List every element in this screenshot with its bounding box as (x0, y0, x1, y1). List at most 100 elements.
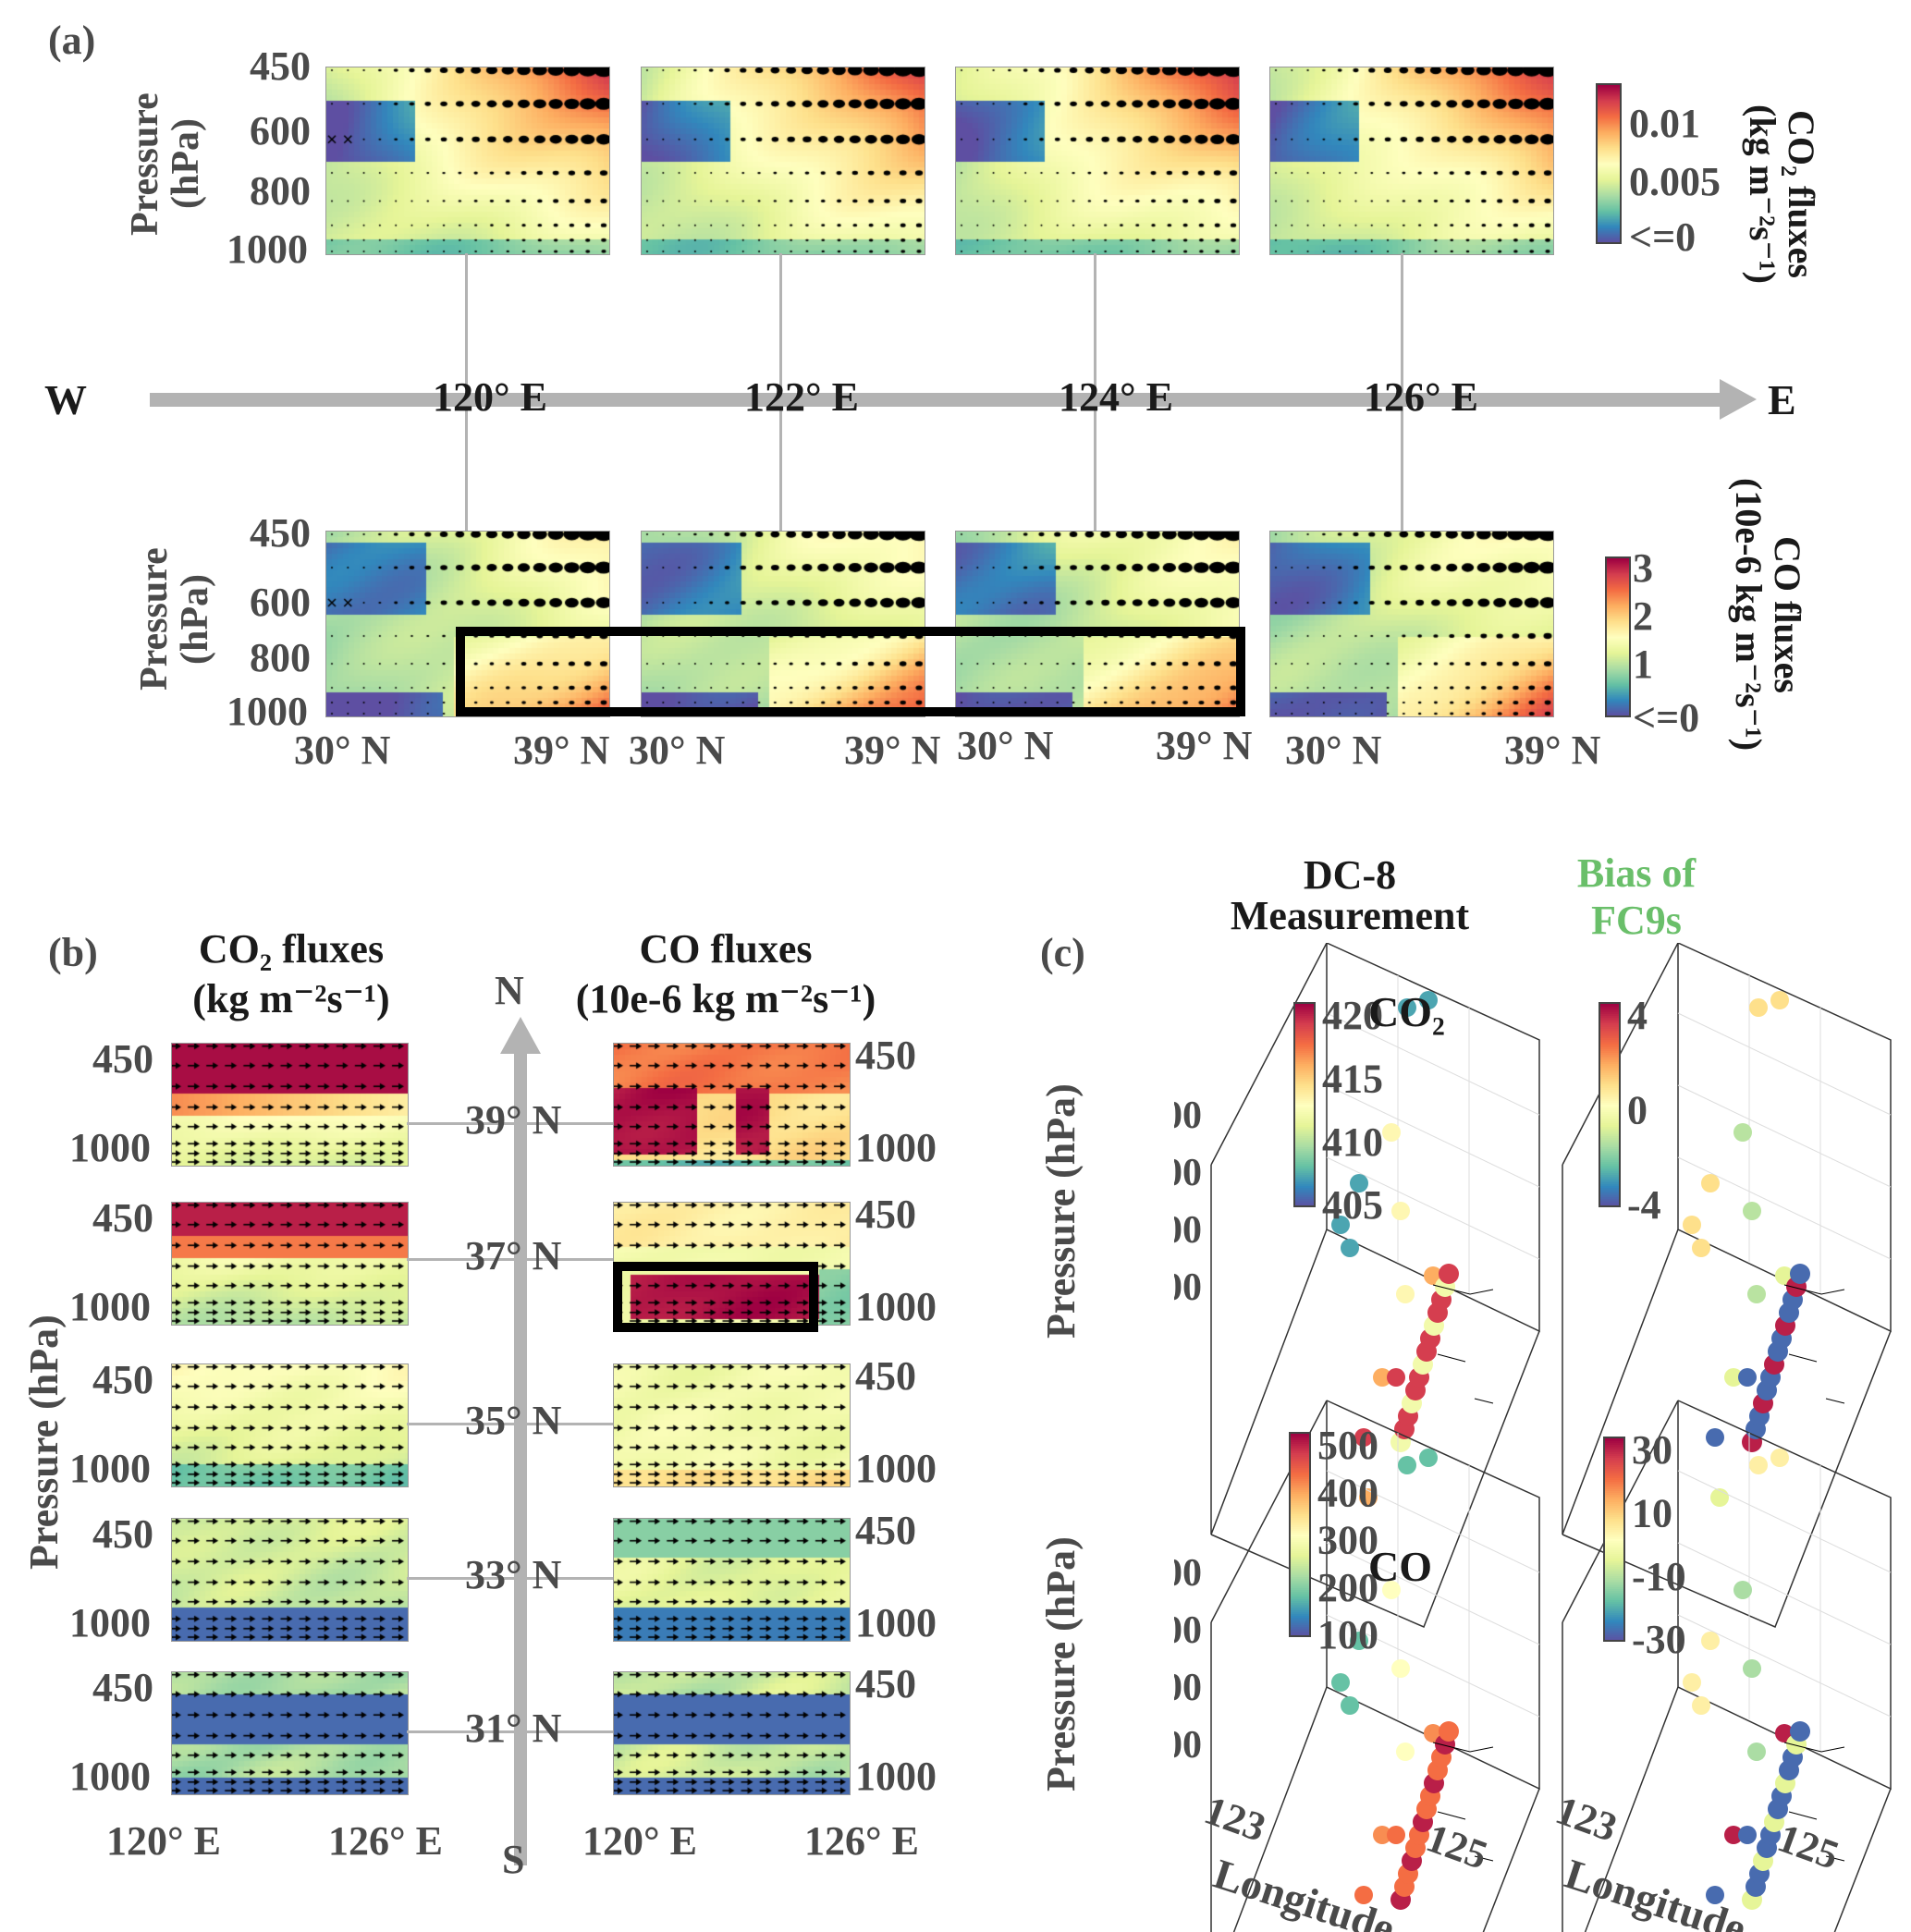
colorbar-band (1290, 1477, 1310, 1479)
colorbar-band (1599, 1045, 1620, 1047)
a-bot-cbar-tick-2: 2 (1633, 593, 1653, 639)
colorbar-band (1599, 1060, 1620, 1062)
coastline (1432, 1742, 1494, 1862)
colorbar-band (1599, 1016, 1620, 1018)
colorbar-band (1294, 1155, 1315, 1156)
colorbar-band (1599, 1075, 1620, 1077)
b-right-title-line2: (10e-6 kg m⁻²s⁻¹) (575, 976, 876, 1021)
colorbar-band (1294, 1142, 1315, 1143)
colorbar-frame (1603, 1437, 1625, 1642)
colorbar-band (1599, 1099, 1620, 1101)
colorbar-band (1604, 1493, 1624, 1495)
colorbar-band (1599, 1094, 1620, 1095)
colorbar-band (1599, 1193, 1620, 1195)
colorbar-band (1599, 1081, 1620, 1082)
lat-connector (407, 1577, 613, 1580)
colorbar-band (1290, 1555, 1310, 1557)
colorbar-band (1290, 1627, 1310, 1629)
colorbar-band (1290, 1479, 1310, 1481)
colorbar-band (1604, 1550, 1624, 1552)
colorbar-band (1599, 1084, 1620, 1086)
flight-track-point (1341, 1239, 1359, 1257)
colorbar-band (1604, 1571, 1624, 1572)
flight-track-point (1738, 1368, 1757, 1387)
b-left-ytick-450: 450 (92, 1195, 153, 1241)
connector-124E (1094, 253, 1096, 531)
colorbar-band (1290, 1461, 1310, 1462)
colorbar-band (1599, 1055, 1620, 1057)
colorbar-band (1290, 1581, 1310, 1583)
colorbar-band (1604, 1471, 1624, 1473)
flight-track-point (1387, 1826, 1405, 1844)
colorbar-band (1599, 1188, 1620, 1190)
colorbar-band (1599, 1064, 1620, 1066)
colorbar-band (1604, 1615, 1624, 1617)
colorbar-band (1604, 1534, 1624, 1535)
colorbar-band (1290, 1505, 1310, 1507)
panel-a-top-ylabel: Pressure (hPa) (124, 88, 207, 240)
colorbar-band (1290, 1538, 1310, 1540)
colorbar-band (1599, 1147, 1620, 1149)
a-bot-cbar-title: CO fluxes (10e-6 kg m⁻²s⁻¹) (1728, 462, 1808, 767)
colorbar-band (1290, 1610, 1310, 1612)
lon-label-120E: 120° E (433, 374, 547, 420)
colorbar-band (1294, 1014, 1315, 1016)
a-xtick-30N-1: 30° N (294, 728, 391, 773)
colorbar-band (1294, 1166, 1315, 1168)
colorbar-band (1290, 1510, 1310, 1512)
colorbar-band (1294, 1049, 1315, 1051)
colorbar-band (1294, 1112, 1315, 1114)
colorbar-band (1604, 1489, 1624, 1491)
colorbar-band (1604, 1565, 1624, 1567)
colorbar-band (1599, 1027, 1620, 1029)
colorbar-band (1294, 1081, 1315, 1082)
colorbar-band (1604, 1630, 1624, 1632)
north-arrowhead-icon (500, 1017, 541, 1054)
colorbar-band (1294, 1125, 1315, 1127)
colorbar-band (1290, 1586, 1310, 1588)
b-right-ytick-1000: 1000 (855, 1125, 937, 1170)
colorbar-band (1599, 1086, 1620, 1088)
axes-edge (1210, 1622, 1328, 1932)
lat-connector (407, 1122, 613, 1125)
colorbar-band (1604, 1463, 1624, 1465)
colorbar-band (1294, 1131, 1315, 1132)
b-right-title-line1: CO fluxes (639, 926, 813, 972)
colorbar-band (1604, 1450, 1624, 1452)
colorbar-band (1599, 1092, 1620, 1094)
z-tick: 800 (1174, 1667, 1202, 1709)
colorbar-band (1294, 1055, 1315, 1057)
colorbar-band (1294, 1143, 1315, 1145)
panel-b-label: (b) (48, 930, 98, 975)
flight-track-point (1749, 1456, 1768, 1474)
colorbar-band (1604, 1608, 1624, 1609)
colorbar-band (1294, 1192, 1315, 1193)
west-east-arrow (150, 393, 1726, 407)
b-left-ytick-450: 450 (92, 1357, 153, 1402)
gridline (1677, 1542, 1892, 1645)
colorbar-band (1290, 1570, 1310, 1571)
flight-track-point (1419, 1449, 1438, 1467)
b-left-ytick-1000: 1000 (69, 1446, 151, 1491)
colorbar-band (1290, 1498, 1310, 1499)
colorbar-band (1290, 1503, 1310, 1505)
colorbar-band (1599, 1112, 1620, 1114)
b-right-ytick-450: 450 (855, 1353, 916, 1399)
flight-track-point (1354, 1428, 1373, 1447)
flight-track-point (1770, 1449, 1789, 1467)
colorbar-band (1599, 1166, 1620, 1168)
flight-track-point (1391, 1659, 1410, 1678)
colorbar-band (1290, 1616, 1310, 1618)
colorbar-band (1604, 1443, 1624, 1445)
colorbar-band (1290, 1568, 1310, 1570)
flight-track-point (1354, 1886, 1373, 1904)
colorbar-band (1294, 1145, 1315, 1147)
b-left-heatmap (171, 1518, 409, 1642)
axes-floor-edge (1210, 1330, 1540, 1628)
colorbar-band (1604, 1558, 1624, 1559)
colorbar-band (1294, 1110, 1315, 1112)
colorbar-band (1599, 1007, 1620, 1009)
colorbar-band (1599, 1155, 1620, 1156)
colorbar-band (1290, 1523, 1310, 1525)
colorbar-band (1604, 1606, 1624, 1608)
